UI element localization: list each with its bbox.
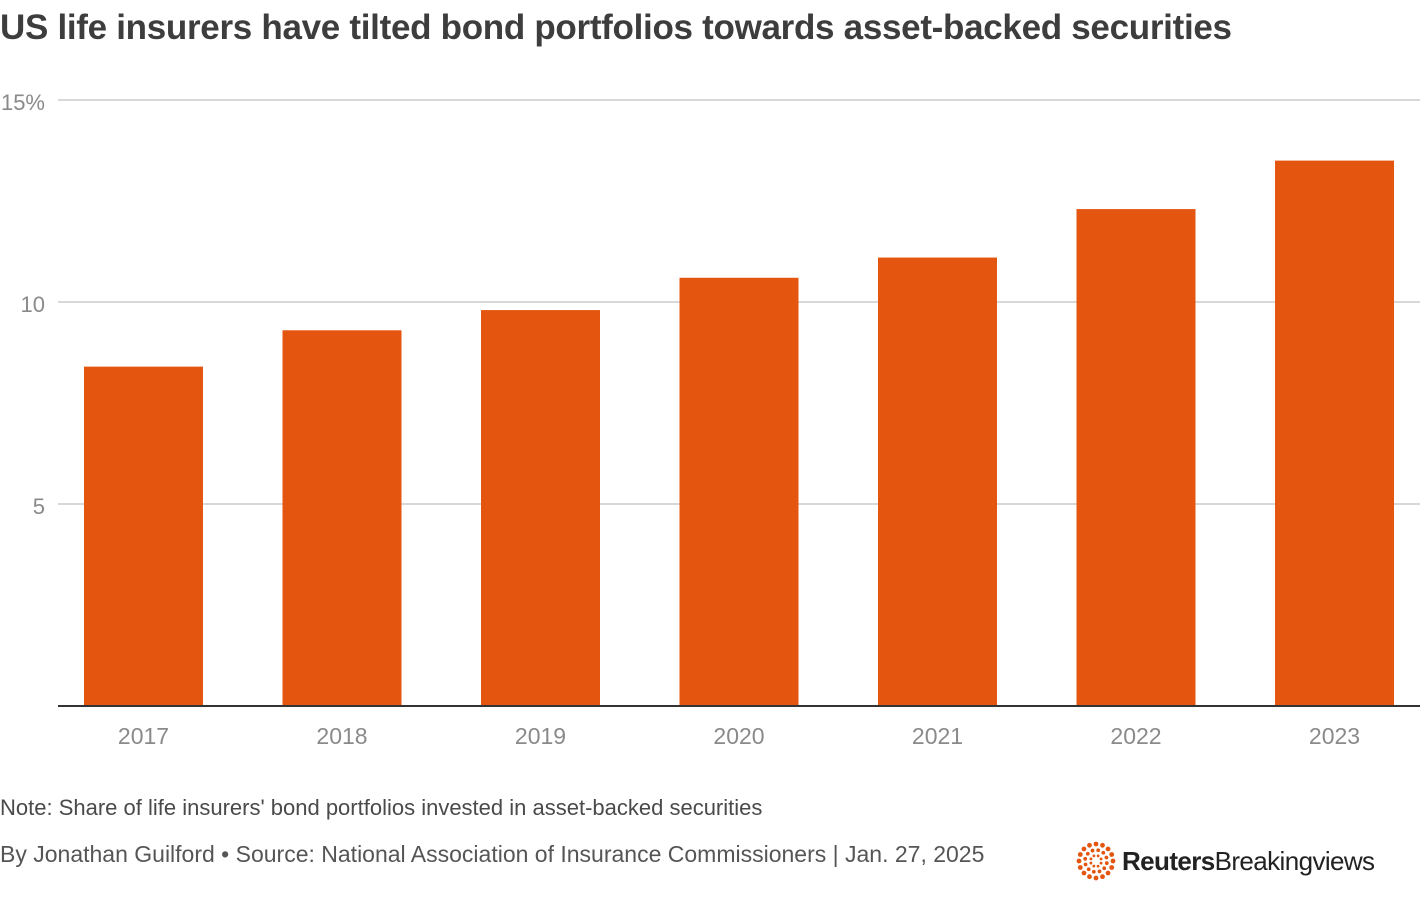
logo-dot — [1105, 846, 1111, 852]
logo-dot — [1087, 842, 1092, 848]
logo-dot — [1092, 854, 1096, 858]
logo-dot — [1109, 865, 1115, 870]
logo-dot — [1105, 870, 1111, 876]
logo-dot — [1102, 866, 1107, 871]
logo-dot — [1100, 842, 1105, 848]
logo-dot — [1087, 874, 1092, 880]
logo-dot — [1093, 841, 1099, 847]
logo-dot — [1110, 858, 1116, 864]
logo-dot — [1096, 864, 1100, 868]
logo-dot — [1096, 854, 1100, 858]
x-tick-label: 2020 — [713, 723, 764, 749]
logo-dot — [1092, 864, 1096, 868]
logo-dot — [1081, 870, 1087, 876]
bar-2021 — [878, 257, 997, 706]
bar-2020 — [679, 277, 799, 706]
logo-dot — [1100, 874, 1105, 880]
bar-chart: 5 10 15% 2017 2018 2019 2020 2021 2022 2023 — [1, 90, 1420, 749]
bar-2018 — [282, 330, 402, 706]
logo-dot — [1101, 850, 1106, 855]
x-tick-label: 2021 — [912, 723, 963, 749]
bars — [84, 160, 1394, 707]
bar-2017 — [84, 366, 203, 706]
chart-note: Note: Share of life insurers' bond portf… — [0, 795, 763, 820]
byline-source: By Jonathan Guilford • Source: National … — [0, 841, 985, 867]
logo-dot — [1081, 846, 1087, 852]
x-axis-ticks: 2017 2018 2019 2020 2021 2022 2023 — [118, 723, 1360, 749]
bar-2022 — [1076, 209, 1196, 706]
y-axis-ticks: 5 10 15% — [1, 90, 45, 519]
y-tick-label: 15% — [1, 90, 45, 115]
logo-dot — [1097, 869, 1102, 874]
logo-dot — [1091, 869, 1096, 874]
logo-dot — [1104, 861, 1109, 866]
logo-dot — [1077, 852, 1083, 857]
y-tick-label: 10 — [21, 292, 45, 317]
x-tick-label: 2017 — [118, 723, 169, 749]
logo-dot — [1089, 857, 1093, 861]
logo-dot — [1076, 858, 1082, 864]
x-tick-label: 2022 — [1110, 723, 1161, 749]
logo-dot — [1083, 862, 1088, 867]
logo-dot — [1096, 848, 1101, 853]
logo-dot — [1083, 856, 1088, 861]
logo-dot — [1104, 855, 1109, 860]
x-tick-label: 2023 — [1309, 723, 1360, 749]
logo-dot — [1099, 857, 1103, 861]
logo-dot — [1109, 852, 1115, 857]
logo-dot — [1090, 848, 1095, 853]
chart-title: US life insurers have tilted bond portfo… — [0, 8, 1232, 47]
reuters-breakingviews-logo[interactable]: ReutersBreakingviews — [1076, 840, 1375, 882]
logo-dot — [1085, 851, 1090, 856]
y-tick-label: 5 — [33, 494, 45, 519]
logo-dot — [1086, 867, 1091, 872]
logo-dot — [1077, 865, 1083, 870]
logo-brand: Reuters — [1122, 845, 1215, 876]
x-tick-label: 2018 — [316, 723, 367, 749]
logo-wordmark: ReutersBreakingviews — [1122, 845, 1375, 877]
bar-2023 — [1275, 160, 1394, 707]
reuters-dots-logo-icon — [1076, 841, 1116, 881]
logo-dot — [1093, 875, 1099, 881]
logo-dot — [1089, 861, 1093, 865]
bar-2019 — [481, 310, 600, 706]
x-tick-label: 2019 — [515, 723, 566, 749]
logo-product: Breakingviews — [1214, 845, 1375, 876]
logo-dot — [1099, 861, 1103, 865]
